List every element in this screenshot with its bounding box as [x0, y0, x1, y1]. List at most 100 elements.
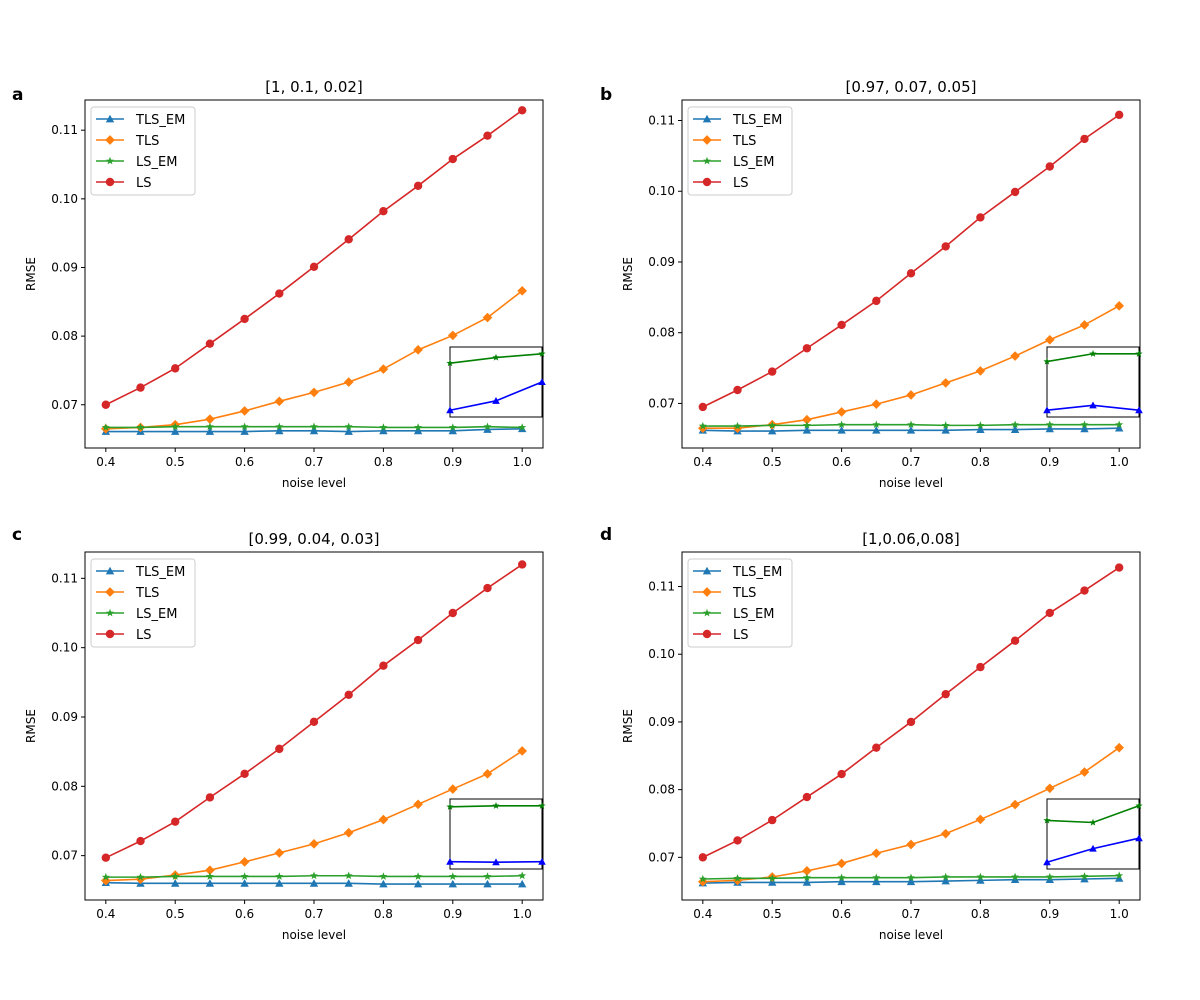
data-point — [379, 879, 388, 888]
data-point — [836, 858, 847, 869]
data-point — [275, 872, 284, 880]
legend-label: LS — [733, 628, 749, 643]
chart-panel-a: a [1, 0.1, 0.02] 0.4 0.5 0.6 0.7 0.8 0.9 1.0 0.07… — [12, 78, 546, 490]
x-axis-label: noise level — [879, 476, 943, 490]
inset-point — [1089, 349, 1097, 357]
data-point — [1114, 110, 1124, 120]
inset-series-0 — [1043, 401, 1143, 414]
data-point — [768, 815, 777, 825]
x-tick-label: 0.4 — [96, 907, 115, 921]
data-point — [240, 769, 249, 779]
data-point — [483, 422, 492, 431]
inset-point — [492, 801, 500, 809]
data-point — [872, 420, 881, 429]
x-tick-label: 0.9 — [1040, 907, 1059, 921]
x-tick-label: 0.7 — [901, 907, 920, 921]
data-point — [1011, 872, 1020, 881]
data-point — [378, 364, 389, 374]
legend-marker — [105, 135, 115, 145]
legend-item: LS_EM — [96, 155, 177, 170]
data-point — [448, 426, 457, 435]
legend-item: LS — [693, 176, 749, 191]
data-point — [768, 421, 777, 429]
legend-marker — [702, 114, 712, 123]
data-point — [802, 873, 811, 882]
data-point — [975, 366, 986, 376]
data-point — [1045, 420, 1054, 429]
data-point — [413, 426, 423, 435]
legend-item: LS — [96, 628, 152, 643]
data-point — [1080, 424, 1089, 433]
data-point — [343, 827, 354, 838]
data-point — [171, 817, 180, 826]
x-tick-label: 0.7 — [304, 455, 323, 469]
data-point — [1045, 424, 1054, 433]
data-point — [872, 743, 881, 752]
data-point — [101, 872, 110, 881]
inset-point — [1043, 858, 1051, 866]
y-tick-label: 0.10 — [51, 192, 78, 206]
x-tick-label: 0.6 — [235, 907, 254, 921]
legend-label: TLS — [732, 134, 756, 149]
x-tick-label: 0.9 — [1040, 455, 1059, 469]
data-point — [275, 426, 284, 435]
data-point — [941, 426, 950, 434]
data-point — [275, 289, 284, 298]
panel-label: d — [600, 525, 612, 545]
data-point — [906, 390, 916, 400]
x-tick-label: 0.5 — [166, 907, 185, 921]
data-point — [837, 320, 846, 330]
y-tick-label: 0.10 — [51, 641, 78, 655]
data-point — [940, 828, 951, 839]
data-point — [378, 814, 389, 825]
y-tick-label: 0.11 — [648, 114, 675, 128]
data-point — [837, 420, 846, 429]
inset-point — [1043, 357, 1051, 365]
data-point — [907, 420, 915, 429]
panel-label: a — [12, 85, 23, 105]
data-point — [1045, 608, 1054, 618]
data-point — [1115, 420, 1124, 429]
series-ls — [101, 106, 527, 409]
y-axis-label: RMSE — [24, 709, 38, 743]
data-point — [1080, 874, 1089, 883]
data-point — [1114, 423, 1124, 432]
data-point — [733, 385, 742, 395]
data-point — [1044, 334, 1055, 345]
data-point — [413, 345, 423, 355]
data-point — [171, 364, 180, 373]
y-tick-label: 0.07 — [51, 849, 78, 863]
legend-label: LS_EM — [733, 607, 774, 622]
chart-panel-d: d [1,0.06,0.08] 0.4 0.5 0.6 0.7 0.8 0.9 1.0 0.07 0… — [600, 525, 1143, 942]
series-tls_em — [698, 423, 1124, 435]
data-point — [1080, 586, 1089, 595]
data-point — [1114, 742, 1125, 753]
data-point — [274, 848, 285, 858]
x-tick-label: 0.8 — [374, 907, 393, 921]
data-point — [483, 583, 492, 593]
x-tick-label: 0.6 — [832, 907, 851, 921]
data-point — [768, 878, 777, 886]
data-point — [414, 872, 423, 880]
inset-point — [1135, 406, 1143, 414]
data-point — [413, 879, 423, 888]
data-point — [309, 262, 319, 271]
x-axis-label: noise level — [282, 476, 346, 490]
data-point — [344, 879, 353, 887]
data-point — [906, 426, 916, 434]
legend-frame — [687, 106, 793, 196]
legend: TLS_EM TLS LS_EM LS — [687, 558, 793, 648]
data-point — [1080, 420, 1089, 429]
legend-item: LS_EM — [96, 607, 177, 622]
data-point — [1044, 783, 1055, 794]
data-point — [1045, 162, 1054, 171]
data-point — [136, 423, 145, 431]
legend-item: TLS_EM — [693, 565, 782, 580]
data-point — [413, 635, 423, 645]
legend-item: TLS — [96, 134, 159, 149]
legend-label: LS — [136, 176, 152, 191]
data-point — [802, 792, 812, 802]
y-tick-label: 0.08 — [648, 783, 675, 797]
x-tick-label: 0.9 — [443, 455, 462, 469]
x-tick-label: 0.7 — [901, 455, 920, 469]
